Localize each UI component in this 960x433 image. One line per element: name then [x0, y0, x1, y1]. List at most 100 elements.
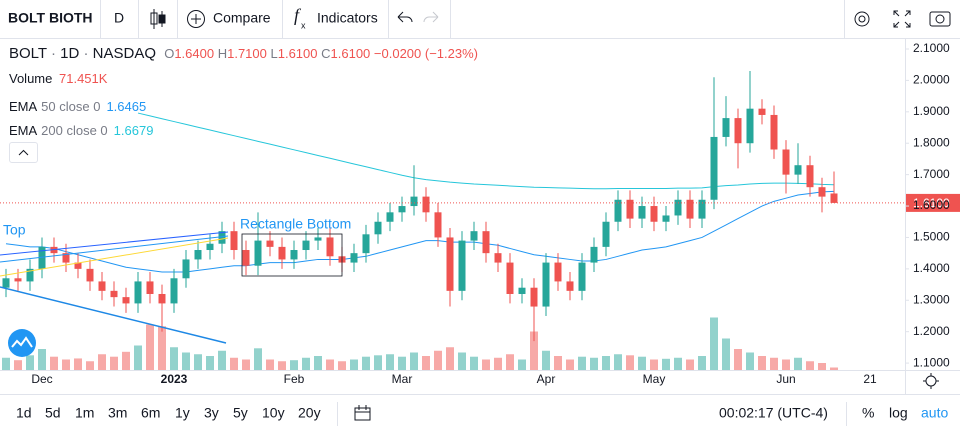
volume-bar	[446, 347, 454, 370]
candle-body	[602, 221, 610, 247]
legend-sep: ·	[50, 45, 56, 62]
price-tick-label: 1.6000	[913, 198, 950, 212]
volume-bar	[38, 349, 46, 370]
log-button[interactable]: log	[889, 405, 908, 421]
snapshot-button[interactable]	[929, 11, 951, 27]
volume-bar	[410, 352, 418, 370]
range-button[interactable]: 1d	[16, 405, 32, 421]
candle-body	[734, 118, 742, 144]
volume-bar	[134, 345, 142, 370]
candle-body	[170, 278, 178, 304]
volume-bar	[266, 359, 274, 370]
percent-button[interactable]: %	[862, 405, 874, 421]
volume-bar	[482, 359, 490, 370]
fullscreen-button[interactable]	[893, 10, 911, 28]
auto-button[interactable]: auto	[921, 405, 948, 421]
volume-bar	[674, 357, 682, 370]
legend-high: 1.7100	[227, 46, 267, 61]
candle-body	[434, 212, 442, 238]
redo-button[interactable]	[423, 11, 439, 23]
ema-params: 200 close 0	[41, 123, 108, 138]
volume-bar	[158, 326, 166, 370]
indicators-label: Indicators	[317, 10, 378, 26]
candle-body	[626, 199, 634, 219]
trend-line[interactable]	[0, 235, 229, 263]
symbol-search[interactable]: BOLT BIOTH	[8, 10, 93, 26]
range-button[interactable]: 5y	[233, 405, 248, 421]
ema-legend: EMA 50 close 0 1.6465 EMA 200 close 0 1.6679	[9, 95, 153, 143]
candle-body	[134, 281, 142, 304]
volume-bar	[14, 360, 22, 370]
volume-bar	[566, 359, 574, 370]
settings-button[interactable]	[854, 11, 870, 27]
candle-body	[518, 287, 526, 294]
indicators-button[interactable]: f x Indicators	[294, 5, 378, 30]
price-tick-label: 1.9000	[913, 104, 950, 118]
compare-button[interactable]: Compare	[187, 10, 271, 28]
legend-change: −0.0200 (−1.23%)	[373, 46, 478, 61]
candle-body	[758, 108, 766, 115]
volume-bar	[650, 359, 658, 370]
date-range-button[interactable]	[354, 405, 371, 421]
range-button[interactable]: 5d	[45, 405, 61, 421]
drawing-label: Rectangle Bottom	[240, 216, 351, 232]
price-tick-label: 1.2000	[913, 324, 950, 338]
candle-body	[722, 118, 730, 137]
volume-bar	[338, 361, 346, 370]
candle-body	[278, 246, 286, 260]
ema-name: EMA	[9, 99, 38, 114]
toolbar: BOLT BIOTH D Compare f x Indicators	[0, 0, 960, 39]
rectangle-drawing[interactable]	[241, 233, 343, 277]
volume-bar	[722, 338, 730, 370]
volume-bar	[686, 359, 694, 370]
collapse-button[interactable]	[9, 142, 38, 163]
ema-line	[137, 112, 835, 190]
volume-bar	[398, 356, 406, 370]
range-button[interactable]: 20y	[298, 405, 321, 421]
range-button[interactable]: 1m	[75, 405, 94, 421]
candle-body	[458, 240, 466, 291]
range-button[interactable]: 10y	[262, 405, 285, 421]
range-button[interactable]: 3y	[204, 405, 219, 421]
trend-line[interactable]	[0, 231, 229, 256]
volume-bar	[314, 356, 322, 370]
candle-body	[290, 250, 298, 260]
trend-line[interactable]	[0, 237, 229, 277]
volume-bar	[278, 361, 286, 370]
legend-low: 1.6100	[277, 46, 318, 61]
range-button[interactable]: 3m	[108, 405, 127, 421]
volume-bar	[818, 363, 826, 370]
candle-body	[494, 253, 502, 263]
volume-bar	[290, 360, 298, 370]
volume-bar	[170, 347, 178, 370]
volume-bar	[302, 357, 310, 370]
candle-body	[698, 199, 706, 219]
time-tick-label: 2023	[161, 372, 188, 386]
price-tick-label: 2.1000	[913, 41, 950, 55]
candle-body	[410, 196, 418, 207]
range-button[interactable]: 1y	[175, 405, 190, 421]
candle-body	[782, 149, 790, 175]
ema-line	[5, 190, 835, 273]
volume-bar	[470, 356, 478, 370]
volume-bar	[662, 358, 670, 370]
time-axis-settings[interactable]	[923, 373, 939, 389]
candle-body	[566, 281, 574, 291]
svg-text:x: x	[301, 20, 306, 30]
volume-name: Volume	[9, 71, 53, 86]
trend-line[interactable]	[0, 286, 227, 344]
time-tick-label: 21	[863, 372, 877, 386]
range-button[interactable]: 6m	[141, 405, 160, 421]
volume-bar	[830, 367, 838, 370]
interval-button[interactable]: D	[114, 10, 124, 26]
volume-bar	[518, 359, 526, 370]
undo-button[interactable]	[397, 11, 413, 23]
volume-bar	[758, 356, 766, 370]
volume-bar	[362, 356, 370, 370]
chart-type-button[interactable]	[150, 9, 166, 29]
volume-bar	[50, 356, 58, 370]
candle-body	[554, 262, 562, 282]
price-tick-label: 1.3000	[913, 292, 950, 306]
volume-bar	[62, 359, 70, 370]
